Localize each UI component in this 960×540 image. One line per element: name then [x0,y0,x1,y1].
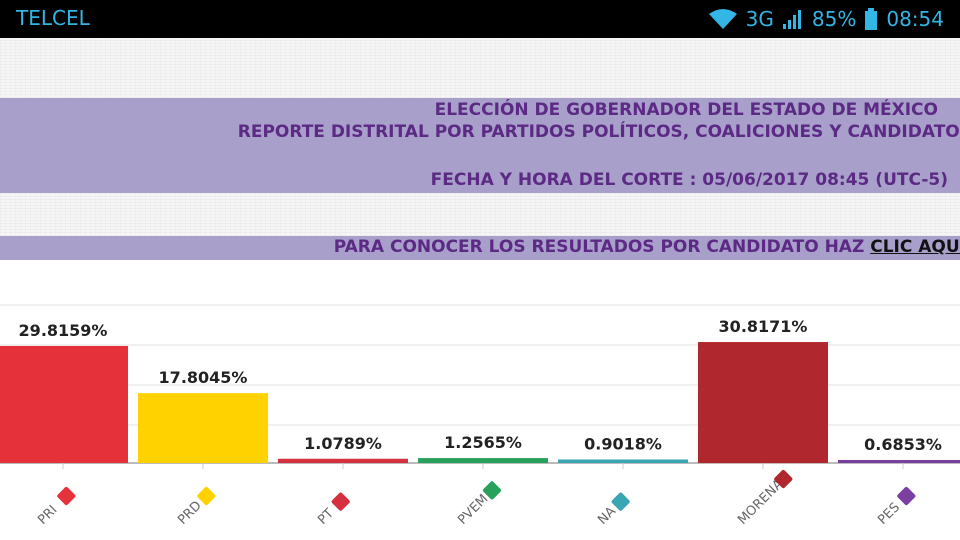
party-logo-icon [482,481,502,500]
clock: 08:54 [886,7,944,31]
category-pes: PES [875,486,916,528]
category-na: NA [595,492,630,528]
report-title: ELECCIÓN DE GOBERNADOR DEL ESTADO DE MÉX… [434,100,938,120]
results-link-text: PARA CONOCER LOS RESULTADOS POR CANDIDAT… [334,237,960,257]
category-label-prd: PRD [175,498,205,528]
party-logo-icon [197,486,216,506]
chart-category-labels: PRI PRD PT PVEM NA MORENA PES [35,463,916,528]
bar-pt [278,458,408,463]
party-logo-icon [57,486,76,506]
value-label-na: 0.9018% [584,434,662,453]
value-label-prd: 17.8045% [159,368,248,387]
bar-pes [838,460,960,463]
value-label-morena: 30.8171% [719,317,808,336]
category-label-pri: PRI [35,503,60,528]
value-label-pvem: 1.2565% [444,433,522,452]
clic-aqui-link[interactable]: CLIC AQUÍ [870,237,960,257]
category-label-na: NA [595,504,619,528]
party-logo-icon [774,469,793,489]
party-logo-icon [331,492,350,511]
status-bar: TELCEL 3G 85% 08:54 [0,0,960,38]
category-morena: MORENA [735,469,793,528]
carrier-name: TELCEL [16,6,90,30]
results-link-prefix: PARA CONOCER LOS RESULTADOS POR CANDIDAT… [333,237,871,257]
bar-pri [0,345,128,463]
battery-level: 85% [811,7,857,31]
category-label-pvem: PVEM [455,492,491,528]
chart-bars [0,342,960,463]
signal-icon [782,8,804,30]
bar-prd [138,393,268,463]
report-subtitle: REPORTE DISTRITAL POR PARTIDOS POLÍTICOS… [237,122,960,142]
status-icons: 3G 85% 08:54 [708,6,944,32]
category-pri: PRI [35,486,76,528]
value-label-pt: 1.0789% [304,434,382,453]
party-logo-icon [897,486,916,506]
category-pt: PT [315,492,350,528]
battery-icon [864,8,878,30]
bar-na [558,459,688,463]
report-banner: ELECCIÓN DE GOBERNADOR DEL ESTADO DE MÉX… [0,98,960,193]
party-logo-icon [611,492,630,511]
bar-pvem [418,458,548,463]
category-pvem: PVEM [455,481,502,528]
results-bar-chart: 29.8159% 17.8045% 1.0789% 1.2565% 0.9018% 30.… [0,304,960,528]
category-label-pt: PT [315,506,337,528]
chart-value-labels: 29.8159% 17.8045% 1.0789% 1.2565% 0.9018% 30.… [19,317,942,454]
network-type: 3G [745,7,774,31]
results-link-bar: PARA CONOCER LOS RESULTADOS POR CANDIDAT… [0,236,960,260]
cut-datetime: FECHA Y HORA DEL CORTE : 05/06/2017 08:4… [430,170,948,190]
value-label-pri: 29.8159% [19,321,108,340]
bar-morena [698,342,828,463]
wifi-icon [708,8,738,30]
category-prd: PRD [175,486,216,528]
category-label-pes: PES [875,500,903,528]
value-label-pes: 0.6853% [864,435,942,454]
